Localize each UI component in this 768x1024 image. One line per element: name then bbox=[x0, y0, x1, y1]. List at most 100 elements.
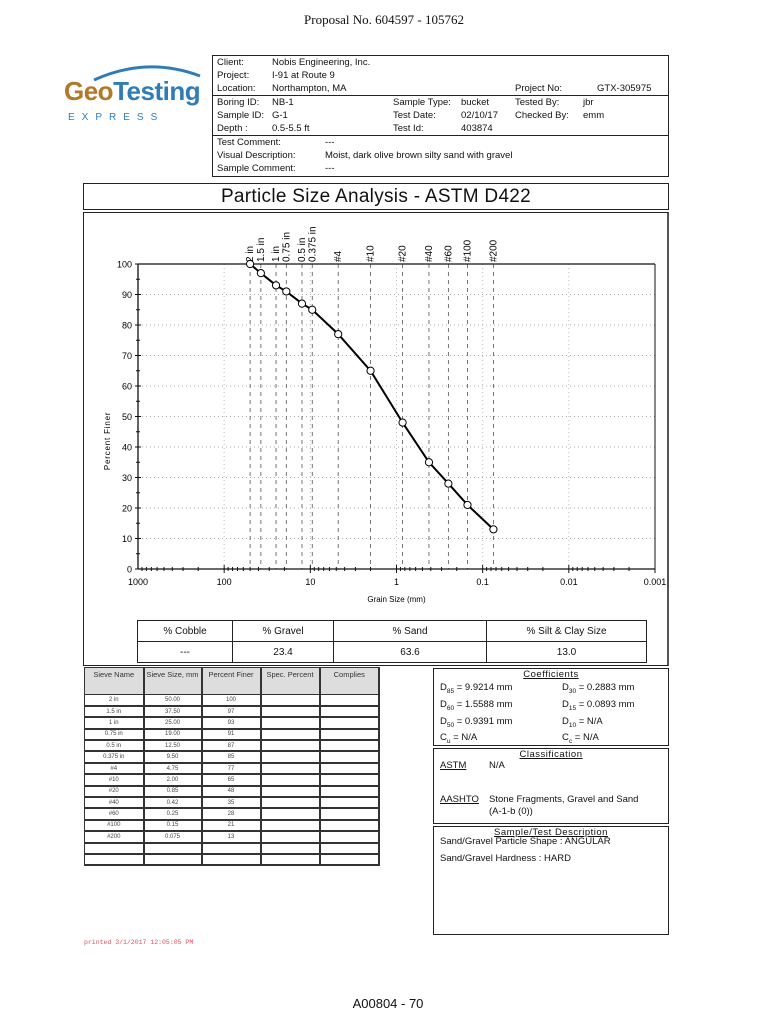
sample-id-value: G-1 bbox=[272, 110, 288, 121]
gravel-value: 23.4 bbox=[232, 641, 334, 663]
astm-label: ASTM bbox=[440, 760, 467, 771]
sieve-label: 0.375 in bbox=[307, 226, 318, 262]
sieve-label: #200 bbox=[488, 239, 499, 262]
x-tick-label: 1 bbox=[394, 577, 399, 587]
sieve-name-cell bbox=[84, 842, 145, 856]
sieve-label: #60 bbox=[443, 245, 454, 262]
complies-cell bbox=[319, 762, 380, 776]
spec-percent-cell bbox=[260, 705, 321, 719]
sieve-row: #200 0.075 13 bbox=[84, 830, 380, 844]
data-point bbox=[424, 458, 434, 467]
complies-cell bbox=[319, 773, 380, 787]
percent-finer-cell bbox=[201, 842, 262, 856]
spec-percent-cell bbox=[260, 762, 321, 776]
sieve-name-cell: #200 bbox=[84, 830, 145, 844]
test-date-label: Test Date: bbox=[393, 110, 436, 121]
sieve-label: #4 bbox=[333, 250, 344, 262]
sieve-name-cell: 0.5 in bbox=[84, 739, 145, 753]
sieve-name-cell: #10 bbox=[84, 773, 145, 787]
complies-cell bbox=[319, 819, 380, 833]
sample-type-label: Sample Type: bbox=[393, 97, 451, 108]
d85-value: D85 = 9.9214 mm bbox=[440, 682, 513, 695]
complies-cell bbox=[319, 750, 380, 764]
sieve-size-cell: 19.00 bbox=[143, 728, 203, 742]
aashto-value-line2: (A-1-b (0)) bbox=[489, 806, 533, 817]
percent-finer-cell: 21 bbox=[201, 819, 262, 833]
spec-percent-cell bbox=[260, 750, 321, 764]
sample-description-panel: Sample/Test Description Sand/Gravel Part… bbox=[433, 826, 669, 935]
silt-clay-header: % Silt & Clay Size bbox=[486, 620, 647, 642]
spec-percent-cell bbox=[260, 830, 321, 844]
printed-timestamp: printed 3/1/2017 12:05:05 PM bbox=[84, 939, 194, 946]
data-point bbox=[489, 525, 498, 534]
percent-finer-cell: 48 bbox=[201, 785, 262, 799]
x-tick-label: 10 bbox=[305, 577, 315, 587]
complies-cell bbox=[319, 830, 380, 844]
client-value: Nobis Engineering, Inc. bbox=[272, 57, 371, 68]
classification-panel: Classification ASTM N/A AASHTO Stone Fra… bbox=[433, 748, 669, 824]
sieve-row: #20 0.85 48 bbox=[84, 785, 380, 799]
sieve-size-header: Sieve Size, mm bbox=[143, 667, 203, 695]
aashto-label: AASHTO bbox=[440, 794, 479, 805]
percent-finer-cell: 97 bbox=[201, 705, 262, 719]
spec-percent-header: Spec. Percent bbox=[260, 667, 321, 695]
sieve-row: 0.375 in 9.50 85 bbox=[84, 750, 380, 764]
boring-id-label: Boring ID: bbox=[217, 97, 260, 108]
x-tick-label: 0.001 bbox=[644, 577, 667, 587]
cc-value: Cc = N/A bbox=[562, 732, 599, 745]
sieve-label: 0.5 in bbox=[297, 238, 308, 262]
sieve-size-cell: 0.85 bbox=[143, 785, 203, 799]
sieve-row: 0.5 in 12.50 87 bbox=[84, 739, 380, 753]
depth-label: Depth : bbox=[217, 123, 248, 134]
gradation-chart: 0 10 20 30 40 50 60 70 80 90 100 1000 100 10 1 0.1 0.01 0… bbox=[103, 226, 667, 604]
spec-percent-cell bbox=[260, 716, 321, 730]
complies-cell bbox=[319, 739, 380, 753]
sieve-row: 2 in 50.00 100 bbox=[84, 693, 380, 707]
sieve-label: #40 bbox=[424, 245, 435, 262]
sieve-size-cell: 25.00 bbox=[143, 716, 203, 730]
sample-id-label: Sample ID: bbox=[217, 110, 264, 121]
logo-testing-text: Testing bbox=[113, 76, 201, 106]
sieve-label: #100 bbox=[462, 239, 473, 262]
sieve-size-cell: 2.00 bbox=[143, 773, 203, 787]
sieve-label: #20 bbox=[398, 245, 409, 262]
spec-percent-cell bbox=[260, 728, 321, 742]
sieve-row: #10 2.00 65 bbox=[84, 773, 380, 787]
tested-by-label: Tested By: bbox=[515, 97, 560, 108]
x-tick-label: 1000 bbox=[128, 577, 148, 587]
y-tick-label: 80 bbox=[122, 321, 132, 331]
sieve-table: Sieve Name Sieve Size, mm Percent Finer … bbox=[84, 667, 380, 867]
percent-finer-cell: 28 bbox=[201, 807, 262, 821]
sieve-name-cell: #40 bbox=[84, 796, 145, 810]
y-tick-label: 100 bbox=[117, 260, 132, 270]
spec-percent-cell bbox=[260, 796, 321, 810]
sieve-label: 1 in bbox=[271, 246, 282, 262]
test-comment-value: --- bbox=[325, 137, 335, 148]
sieve-size-cell: 0.075 bbox=[143, 830, 203, 844]
complies-cell bbox=[319, 807, 380, 821]
spec-percent-cell bbox=[260, 807, 321, 821]
complies-cell bbox=[319, 853, 380, 867]
summary-header-row: % Cobble % Gravel % Sand % Silt & Clay S… bbox=[137, 620, 647, 642]
sieve-row: 1.5 in 37.50 97 bbox=[84, 705, 380, 719]
data-point bbox=[444, 479, 453, 488]
test-id-label: Test Id: bbox=[393, 123, 424, 134]
data-point bbox=[297, 299, 307, 308]
tested-by-value: jbr bbox=[583, 97, 594, 108]
cobble-value: --- bbox=[137, 641, 233, 663]
sieve-name-cell: #60 bbox=[84, 807, 145, 821]
y-tick-label: 60 bbox=[122, 382, 132, 392]
test-comment-label: Test Comment: bbox=[217, 137, 281, 148]
sieve-row bbox=[84, 842, 380, 856]
particle-shape: Sand/Gravel Particle Shape : ANGULAR bbox=[440, 836, 611, 847]
complies-cell bbox=[319, 693, 380, 707]
d30-value: D30 = 0.2883 mm bbox=[562, 682, 635, 695]
percent-finer-cell: 91 bbox=[201, 728, 262, 742]
sand-value: 63.6 bbox=[333, 641, 487, 663]
logo-geo-text: Geo bbox=[64, 76, 114, 106]
visual-description-value: Moist, dark olive brown silty sand with … bbox=[325, 150, 513, 161]
spec-percent-cell bbox=[260, 819, 321, 833]
sieve-size-cell: 0.25 bbox=[143, 807, 203, 821]
sample-comment-label: Sample Comment: bbox=[217, 163, 296, 174]
sieve-name-cell: #4 bbox=[84, 762, 145, 776]
